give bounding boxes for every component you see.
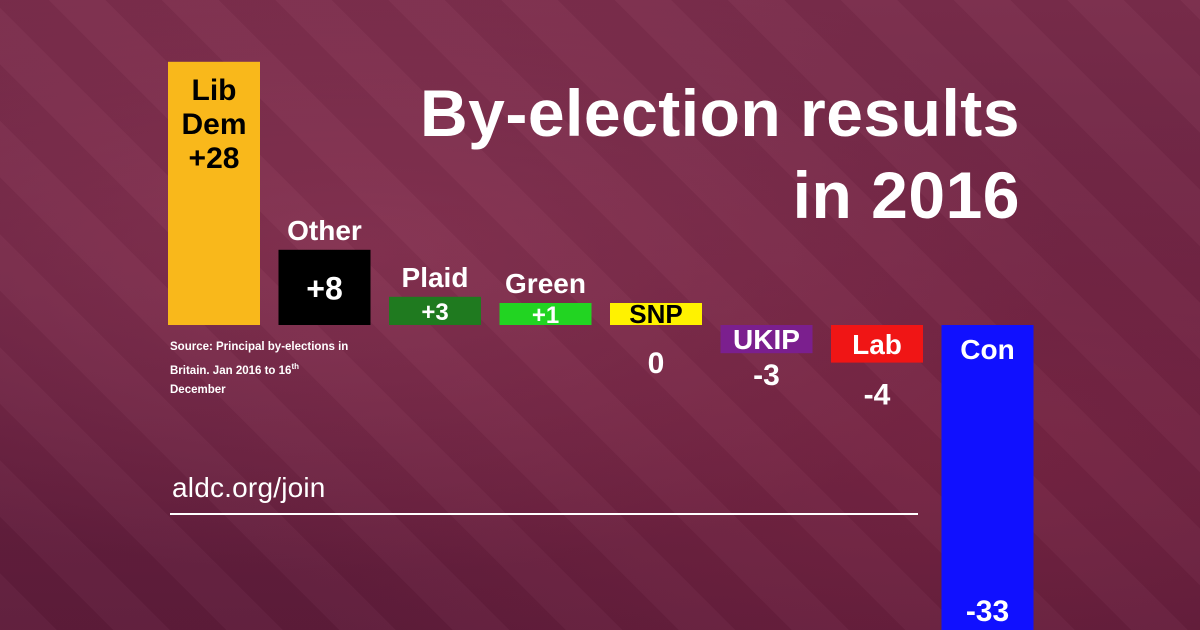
value-label: -4 <box>864 379 891 412</box>
bar-con <box>941 325 1034 630</box>
source-line-1: Source: Principal by-elections in <box>170 341 349 353</box>
value-label: +8 <box>306 270 342 306</box>
link-underline <box>170 513 918 515</box>
category-label: Plaid <box>402 262 469 293</box>
bar-snp <box>610 303 702 325</box>
category-label: UKIP <box>733 324 800 355</box>
value-label: -3 <box>753 359 780 392</box>
source-note: Source: Principal by-elections in Britai… <box>170 338 390 400</box>
category-label: Con <box>960 334 1014 365</box>
title-line-2: in 2016 <box>792 158 1020 232</box>
bar-other <box>278 249 371 325</box>
source-line-3: December <box>170 383 226 396</box>
source-line-2-sup: th <box>291 362 300 371</box>
bar-lab <box>831 325 923 363</box>
category-label: Green <box>505 268 586 299</box>
source-line-2: Britain. Jan 2016 to 16 <box>170 364 292 377</box>
title-line-1: By-election results <box>419 76 1020 150</box>
value-label: +28 <box>189 142 240 175</box>
category-label: Other <box>287 215 362 246</box>
category-label: Lib <box>192 74 237 107</box>
category-label: Lab <box>852 329 902 360</box>
value-label: +1 <box>532 302 559 329</box>
bar-ukip <box>720 325 813 354</box>
category-label: Dem <box>181 108 246 141</box>
bar-plaid <box>389 296 481 325</box>
join-link[interactable]: aldc.org/join <box>172 472 326 503</box>
value-label: +3 <box>421 299 448 326</box>
chart-title: By-election results in 2016 <box>320 72 1020 236</box>
value-label: -33 <box>966 595 1009 628</box>
bar-green <box>499 303 592 325</box>
value-label: 0 <box>648 347 665 380</box>
bar-lib-dem <box>168 61 260 326</box>
category-label: SNP <box>629 299 682 329</box>
